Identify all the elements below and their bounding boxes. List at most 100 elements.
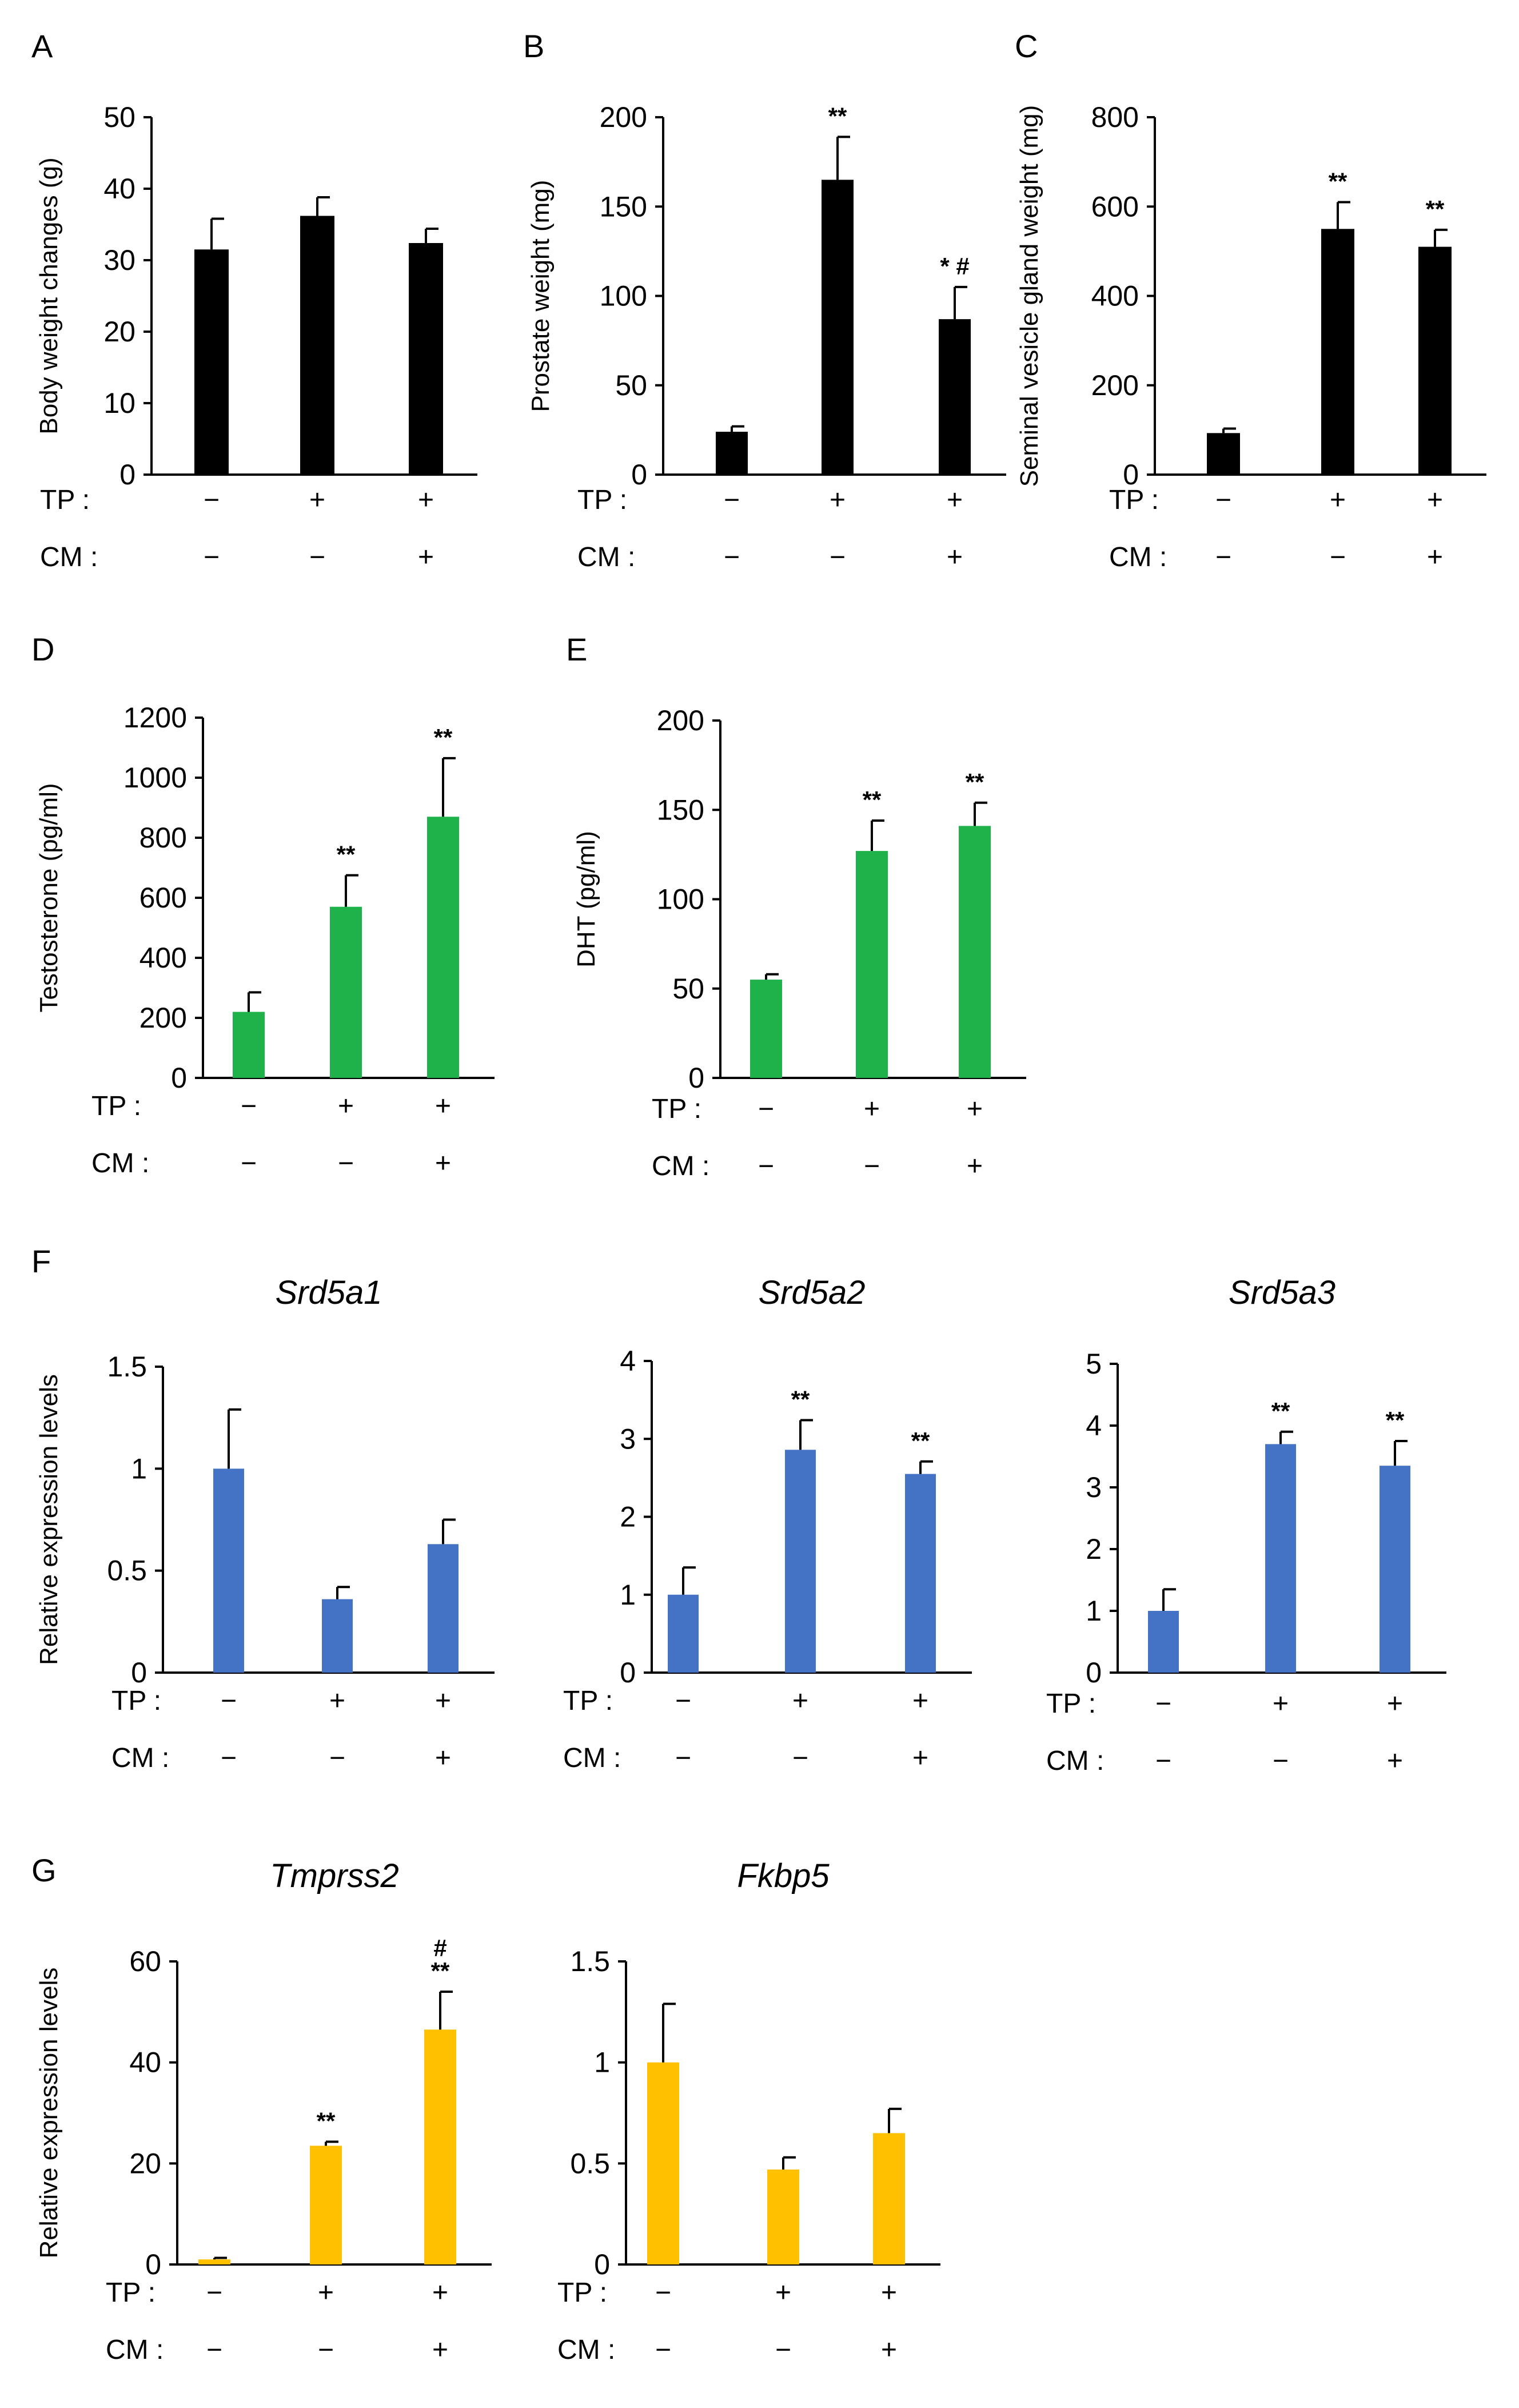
tp-row-label: TP :: [40, 485, 90, 515]
cm-group-symbol: −: [830, 542, 846, 572]
significance-label: **: [1329, 168, 1347, 194]
y-tick-label: 50: [103, 101, 135, 133]
chart-title: Fkbp5: [737, 1857, 830, 1894]
tp-group-symbol: +: [329, 1686, 345, 1716]
y-tick-label: 1200: [123, 702, 187, 734]
cm-group-symbol: −: [204, 542, 220, 572]
tp-group-symbol: +: [775, 2278, 791, 2308]
tp-group-symbol: +: [912, 1686, 928, 1716]
bar: [194, 249, 229, 475]
tp-group-symbol: +: [338, 1091, 354, 1121]
y-tick-label: 30: [103, 244, 135, 276]
bar: [427, 817, 459, 1078]
tp-group-symbol: −: [758, 1094, 774, 1124]
significance-label: **: [911, 1427, 930, 1454]
cm-row-label: CM :: [577, 542, 635, 572]
cm-group-symbol: +: [947, 542, 963, 572]
bar: [233, 1012, 265, 1078]
bar: [647, 2062, 679, 2264]
y-tick-label: 400: [139, 942, 187, 974]
y-tick-label: 200: [657, 705, 704, 737]
y-tick-label: 3: [620, 1423, 636, 1455]
tp-row-label: TP :: [557, 2278, 607, 2308]
y-tick-label: 0.5: [107, 1555, 147, 1587]
cm-group-symbol: −: [1155, 1746, 1171, 1776]
y-tick-label: 800: [139, 822, 187, 854]
y-tick-label: 600: [139, 882, 187, 914]
cm-group-symbol: +: [1427, 542, 1443, 572]
chart-d: 0 200 400 600 800 1000 1200 Testosterone (pg/ml…: [35, 702, 495, 1179]
bar: [330, 906, 362, 1078]
y-axis-label: DHT (pg/ml): [572, 831, 600, 968]
y-tick-label: 0.5: [570, 2147, 610, 2179]
y-tick-label: 150: [600, 190, 647, 222]
bar: [856, 851, 888, 1078]
significance-label: **: [1271, 1398, 1290, 1424]
tp-row-label: TP :: [1046, 1689, 1096, 1719]
y-tick-label: 0: [171, 1062, 187, 1094]
y-tick-label: 0: [145, 2248, 161, 2280]
bar: [322, 1599, 353, 1673]
tp-group-symbol: +: [1273, 1689, 1289, 1719]
panel-letter-b: B: [523, 28, 544, 64]
tp-group-symbol: +: [435, 1686, 451, 1716]
tp-group-symbol: +: [318, 2278, 334, 2308]
bar: [424, 2029, 456, 2264]
y-axis-label: Relative expression levels: [35, 1374, 63, 1665]
tp-group-symbol: −: [675, 1686, 691, 1716]
y-tick-label: 50: [672, 973, 704, 1005]
y-tick-label: 0: [594, 2248, 610, 2280]
tp-row-label: TP :: [652, 1094, 701, 1124]
y-axis-label: Prostate weight (mg): [527, 180, 555, 412]
y-tick-label: 0: [688, 1062, 704, 1094]
cm-group-symbol: +: [432, 2335, 448, 2365]
chart-title: Tmprss2: [270, 1857, 399, 1894]
cm-group-symbol: −: [758, 1151, 774, 1181]
y-tick-label: 0: [1086, 1657, 1102, 1689]
y-tick-label: 60: [129, 1945, 161, 1977]
significance-label: **: [434, 724, 453, 751]
significance-label: **: [966, 769, 984, 795]
bar: [668, 1594, 699, 1673]
tp-row-label: TP :: [106, 2278, 156, 2308]
y-tick-label: 100: [657, 883, 704, 916]
y-tick-label: 200: [600, 101, 647, 133]
y-tick-label: 400: [1091, 280, 1139, 312]
tp-group-symbol: −: [206, 2278, 222, 2308]
tp-row-label: TP :: [563, 1686, 613, 1716]
y-axis-label: Body weight changes (g): [35, 157, 63, 434]
tp-group-symbol: −: [204, 485, 220, 515]
panel-letter-c: C: [1015, 28, 1038, 64]
bar: [873, 2133, 905, 2264]
chart-title: Srd5a3: [1229, 1274, 1335, 1311]
chart-a: 0 10 20 30 40 50 Body weight changes (g) TP : − +…: [35, 101, 477, 572]
y-tick-label: 10: [103, 387, 135, 419]
bar: [409, 243, 443, 475]
tp-group-symbol: −: [221, 1686, 237, 1716]
bar: [1207, 433, 1240, 475]
y-tick-label: 50: [615, 369, 647, 401]
cm-group-symbol: −: [864, 1151, 880, 1181]
bar: [750, 980, 782, 1078]
tp-group-symbol: +: [1330, 485, 1346, 515]
cm-group-symbol: −: [724, 542, 740, 572]
bar: [959, 826, 991, 1078]
cm-group-symbol: −: [241, 1148, 257, 1179]
y-tick-label: 1000: [123, 762, 187, 794]
cm-group-symbol: −: [792, 1743, 808, 1773]
tp-group-symbol: −: [1155, 1689, 1171, 1719]
tp-group-symbol: +: [947, 485, 963, 515]
bar: [213, 1468, 244, 1673]
y-tick-label: 150: [657, 794, 704, 826]
tp-group-symbol: −: [655, 2278, 671, 2308]
tp-group-symbol: −: [1215, 485, 1231, 515]
bar: [428, 1544, 459, 1673]
y-tick-label: 200: [139, 1002, 187, 1034]
cm-row-label: CM :: [111, 1743, 169, 1773]
chart-e: 0 50 100 150 200 DHT (pg/ml) ** ** TP : − + + CM : − −…: [572, 705, 1026, 1181]
bar: [310, 2146, 342, 2264]
panel-letter-e: E: [566, 631, 587, 667]
significance-part: **: [431, 1957, 450, 1984]
bar: [1321, 229, 1354, 475]
